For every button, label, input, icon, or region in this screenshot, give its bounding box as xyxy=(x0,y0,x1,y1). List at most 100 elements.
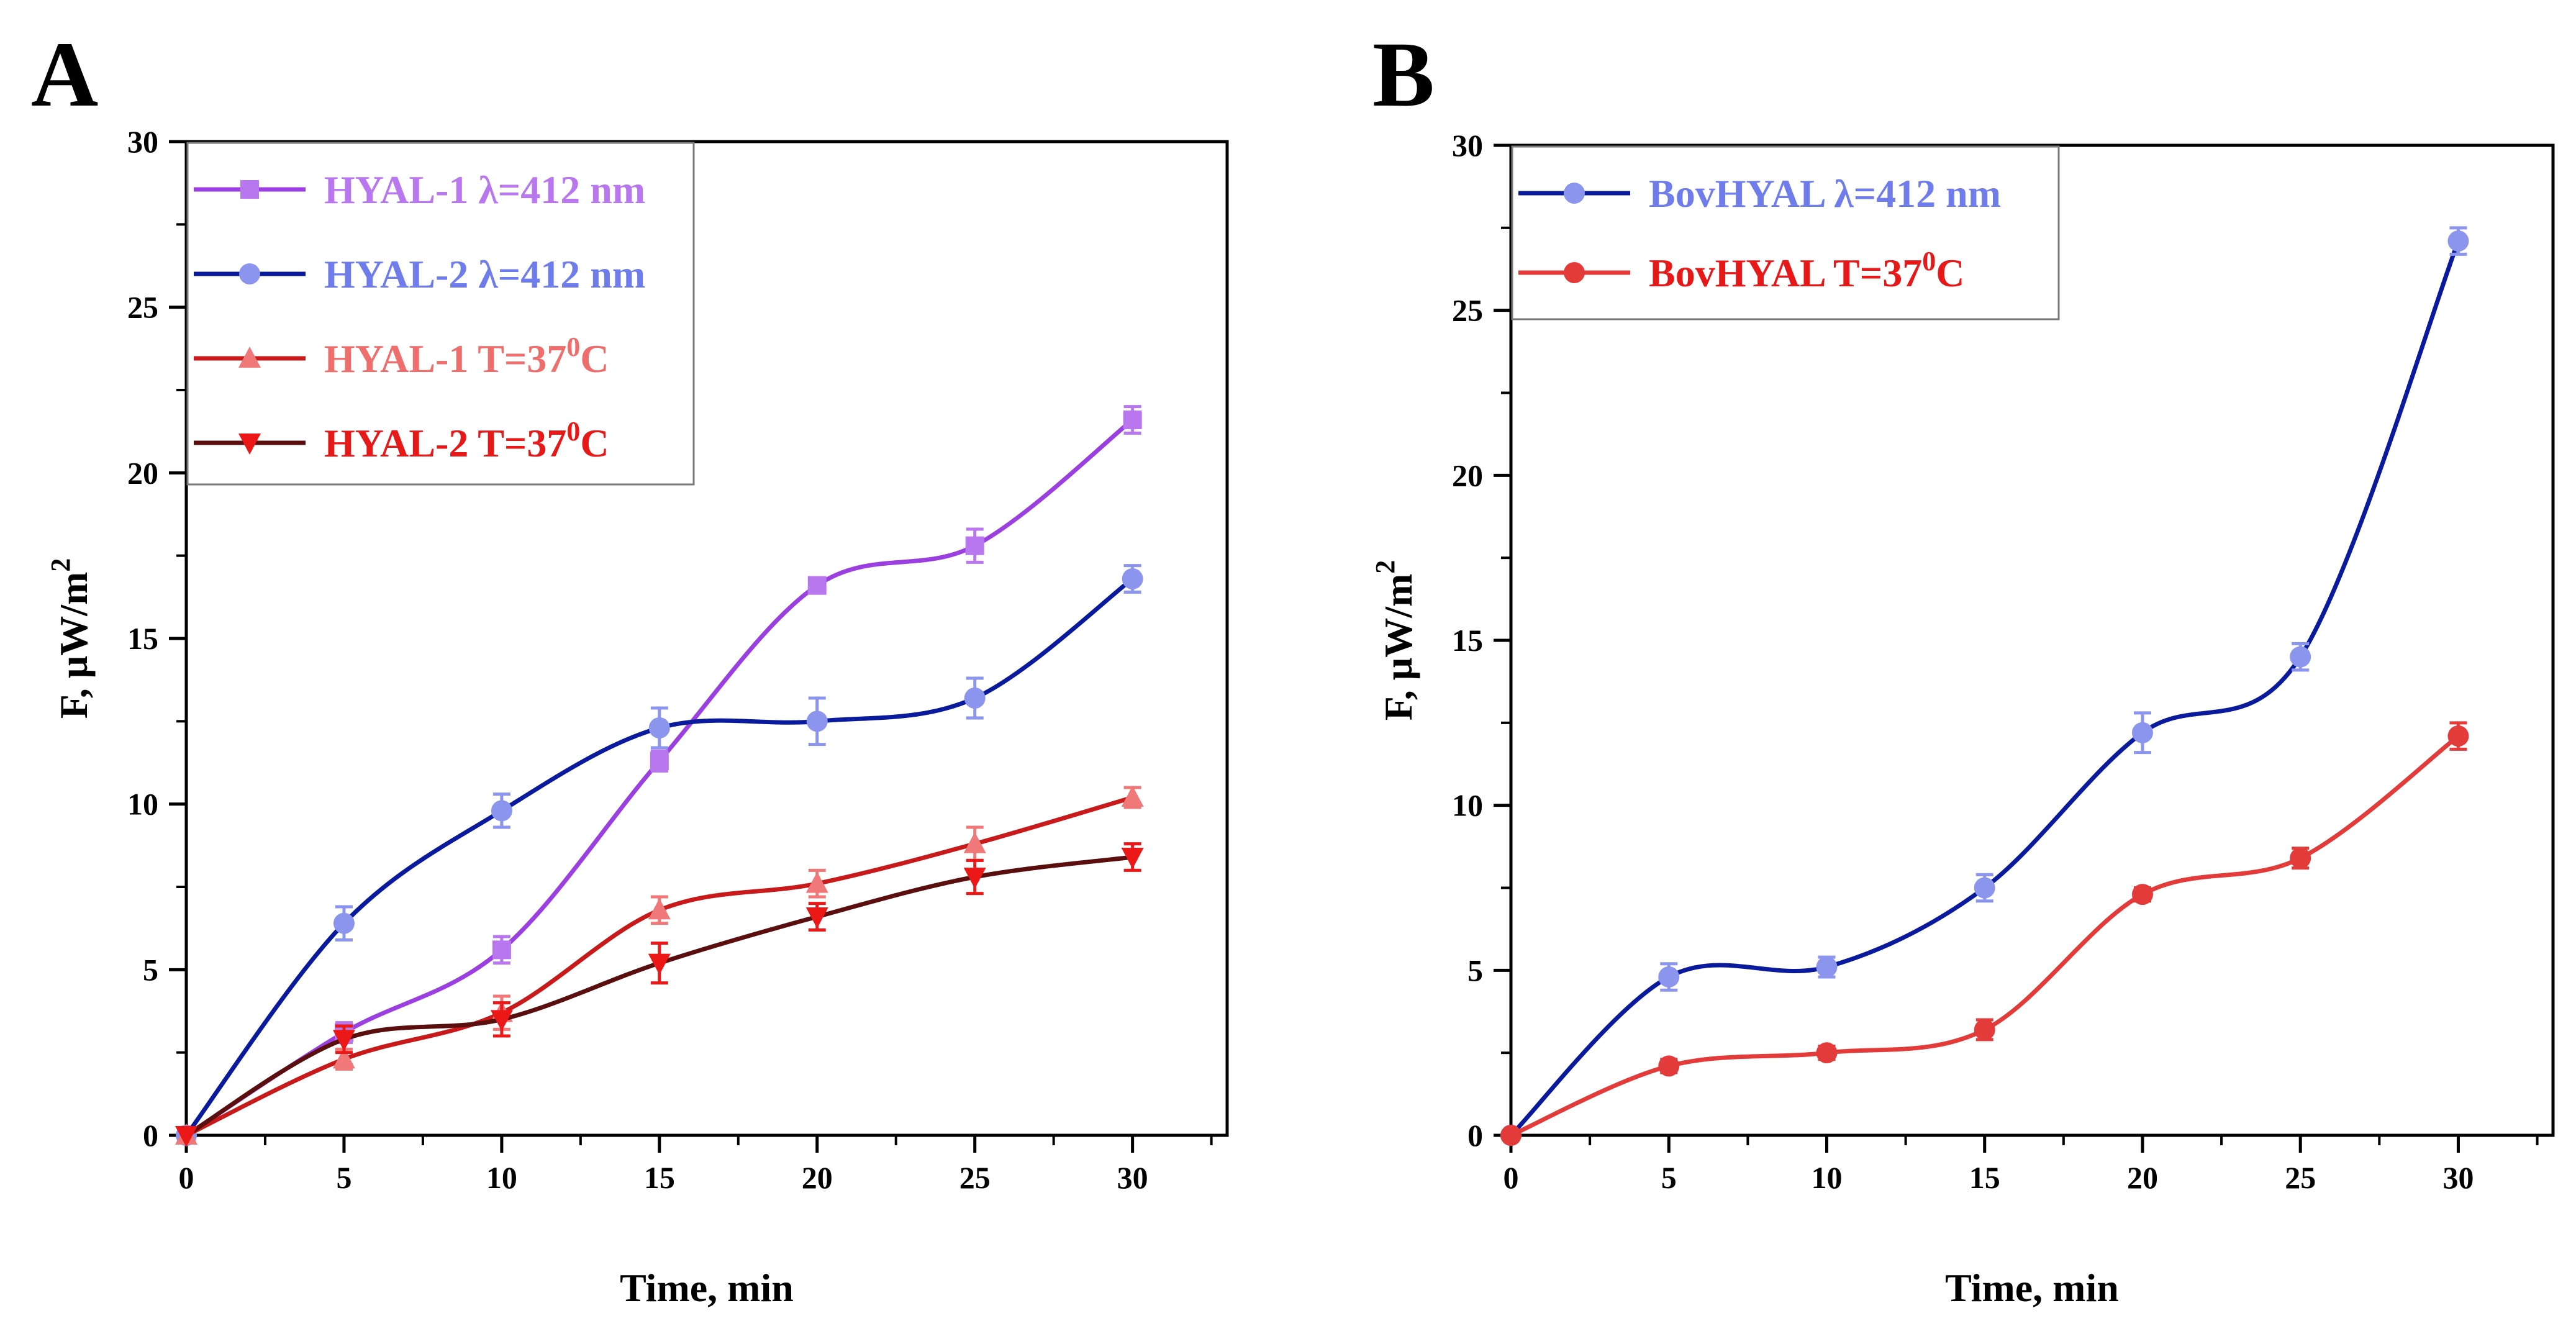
y-tick-label: 15 xyxy=(127,621,158,656)
y-tick-label: 20 xyxy=(1452,458,1483,493)
legend-box xyxy=(1511,145,2060,320)
y-tick-label: 5 xyxy=(1467,953,1483,988)
data-point xyxy=(2290,847,2311,869)
x-tick-label: 5 xyxy=(1661,1160,1677,1195)
data-point xyxy=(2290,646,2311,668)
panel-letter: B xyxy=(1372,23,1435,126)
y-axis-title-main: F, μW/m xyxy=(52,572,96,719)
data-point xyxy=(332,1030,355,1051)
legend-label-main: HYAL-1 T=37 xyxy=(324,337,566,381)
data-point xyxy=(648,898,671,920)
y-axis-title: F, μW/m2 xyxy=(1370,560,1420,721)
data-point xyxy=(963,868,986,889)
data-point xyxy=(1658,1055,1680,1077)
series-line xyxy=(184,577,1134,1137)
data-point xyxy=(1122,568,1143,589)
y-tick-label: 30 xyxy=(1452,128,1483,163)
data-point xyxy=(332,1047,355,1069)
y-axis-title-superscript: 2 xyxy=(1370,560,1400,574)
y-tick-label: 30 xyxy=(127,124,158,159)
x-tick-label: 30 xyxy=(1117,1160,1148,1195)
data-point xyxy=(492,940,511,960)
legend-label: BovHYAL λ=412 nm xyxy=(1649,171,2001,216)
legend: BovHYAL λ=412 nm BovHYAL T=370C xyxy=(1511,145,2060,320)
legend-marker xyxy=(239,263,260,284)
legend-label-superscript: 0 xyxy=(566,332,580,362)
panel-letter: A xyxy=(31,23,98,126)
y-axis-title-main: F, μW/m xyxy=(1376,574,1420,721)
legend-label: HYAL-2 λ=412 nm xyxy=(324,252,645,296)
data-point xyxy=(1816,1042,1838,1064)
series-0 xyxy=(177,405,1142,1145)
legend-marker xyxy=(238,434,261,455)
legend-label-superscript: 0 xyxy=(566,416,580,447)
legend-label: HYAL-2 T=370C xyxy=(324,416,609,465)
legend-label-main: BovHYAL T=37 xyxy=(1649,251,1922,295)
y-tick-label: 0 xyxy=(143,1118,158,1153)
data-point xyxy=(965,536,984,555)
legend-item: BovHYAL λ=412 nm xyxy=(1518,171,2001,216)
data-point xyxy=(1123,411,1142,429)
legend-item: HYAL-1 T=370C xyxy=(194,332,609,381)
data-point xyxy=(175,1126,197,1147)
legend-marker xyxy=(240,180,259,199)
y-tick-label: 5 xyxy=(143,952,158,987)
data-point xyxy=(2131,722,2153,743)
data-point xyxy=(964,688,986,709)
data-point xyxy=(1816,956,1838,978)
legend-label: BovHYAL T=370C xyxy=(1649,246,1964,295)
x-tick-label: 30 xyxy=(2442,1160,2474,1195)
y-tick-label: 25 xyxy=(127,290,158,325)
legend-label-main: HYAL-1 λ=412 nm xyxy=(324,168,645,212)
legend-box xyxy=(186,142,695,486)
data-point xyxy=(806,711,828,732)
x-tick-label: 25 xyxy=(2285,1160,2316,1195)
data-point xyxy=(490,1010,513,1032)
x-tick-label: 15 xyxy=(1969,1160,2000,1195)
y-axis-title: F, μW/m2 xyxy=(45,558,96,719)
data-point xyxy=(1974,877,1995,899)
x-tick-label: 25 xyxy=(959,1160,991,1195)
series-2 xyxy=(175,786,1144,1145)
legend-label-tail: C xyxy=(580,337,609,381)
legend-item: HYAL-2 T=370C xyxy=(194,416,609,465)
y-tick-label: 10 xyxy=(1452,788,1483,823)
legend: HYAL-1 λ=412 nm HYAL-2 λ=412 nm HYAL-1 T=3… xyxy=(186,142,695,486)
legend-item: BovHYAL T=370C xyxy=(1518,246,1964,295)
series-0 xyxy=(1500,226,2469,1146)
x-tick-label: 20 xyxy=(802,1160,833,1195)
y-tick-label: 15 xyxy=(1452,623,1483,658)
data-point xyxy=(2447,725,2469,747)
legend-label: HYAL-1 T=370C xyxy=(324,332,609,381)
x-axis-title: Time, min xyxy=(1945,1266,2119,1310)
x-tick-label: 10 xyxy=(486,1160,517,1195)
data-point xyxy=(2131,884,2153,906)
data-point xyxy=(1500,1125,1522,1146)
data-point xyxy=(1658,966,1680,988)
x-tick-label: 0 xyxy=(1503,1160,1519,1195)
series-line xyxy=(1509,240,2460,1137)
data-point xyxy=(805,907,828,929)
x-tick-label: 20 xyxy=(2127,1160,2158,1195)
series-1 xyxy=(1500,721,2469,1146)
legend-label-main: HYAL-2 λ=412 nm xyxy=(324,252,645,296)
series-1 xyxy=(176,564,1143,1146)
series-line xyxy=(185,418,1134,1137)
series-line xyxy=(1510,734,2460,1138)
legend-label-main: BovHYAL λ=412 nm xyxy=(1649,171,2001,216)
x-tick-label: 0 xyxy=(179,1160,194,1195)
legend-marker xyxy=(238,347,261,368)
data-point xyxy=(333,912,355,934)
data-point xyxy=(963,832,986,853)
data-point xyxy=(2447,230,2469,252)
series-3 xyxy=(175,842,1144,1147)
data-point xyxy=(648,717,670,738)
legend-item: HYAL-2 λ=412 nm xyxy=(194,252,645,296)
legend-label-superscript: 0 xyxy=(1922,246,1936,276)
data-point xyxy=(491,800,512,822)
legend-item: HYAL-1 λ=412 nm xyxy=(194,168,645,212)
y-tick-label: 20 xyxy=(127,455,158,490)
